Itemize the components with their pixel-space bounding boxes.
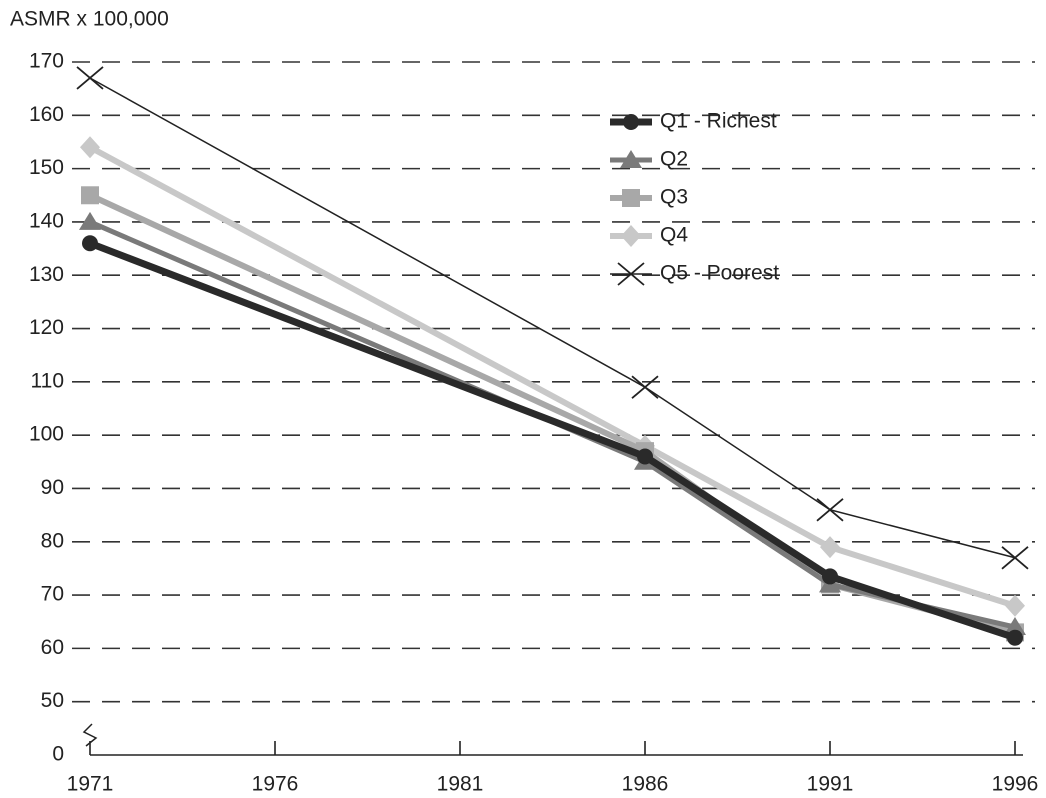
y-tick-label: 130 (29, 263, 64, 286)
y-tick-label: 70 (41, 583, 64, 606)
marker (631, 375, 659, 399)
x-tick-label: 1991 (807, 773, 854, 796)
marker (1007, 629, 1023, 646)
legend-label: Q2 (660, 148, 688, 171)
series (82, 235, 1023, 646)
y-tick-label: 0 (52, 743, 64, 766)
series-line (88, 144, 1016, 609)
y-tick-label: 90 (41, 476, 64, 499)
series-line (89, 77, 1016, 559)
marker (622, 189, 640, 207)
marker (79, 211, 101, 230)
marker (1004, 617, 1026, 636)
x-tick-label: 1981 (437, 773, 484, 796)
legend: Q1 - Richest Q2 Q3 Q4 Q5 - Poorest (610, 110, 779, 286)
legend-label: Q1 - Richest (660, 110, 777, 133)
legend-label: Q3 (660, 186, 688, 209)
x-tick-label: 1971 (67, 773, 114, 796)
y-axis-title: ASMR x 100,000 (10, 8, 169, 31)
y-tick-label: 120 (29, 316, 64, 339)
x-tick-label: 1986 (622, 773, 669, 796)
marker (816, 498, 844, 522)
marker (623, 114, 639, 130)
marker (76, 66, 104, 90)
y-tick-label: 160 (29, 103, 64, 126)
legend-label: Q5 - Poorest (660, 262, 779, 285)
y-tick-label: 100 (29, 423, 64, 446)
y-tick-label: 80 (41, 529, 64, 552)
axis-break (82, 723, 98, 747)
marker (1005, 594, 1025, 617)
marker (822, 568, 838, 585)
series (81, 186, 1024, 642)
y-tick-label: 110 (31, 369, 64, 392)
series (76, 66, 1029, 570)
marker (1001, 546, 1029, 570)
marker (82, 235, 98, 252)
y-tick-label: 60 (41, 636, 64, 659)
marker (621, 225, 641, 247)
series (80, 136, 1025, 617)
y-tick-label: 140 (29, 209, 64, 232)
y-tick-label: 170 (29, 50, 64, 73)
series-line (88, 239, 1017, 642)
legend-label: Q4 (660, 224, 688, 247)
y-tick-label: 50 (41, 689, 64, 712)
series-line (88, 192, 1016, 636)
marker (637, 448, 653, 465)
marker (80, 136, 100, 159)
marker (820, 536, 840, 559)
marker (81, 186, 99, 205)
x-tick-label: 1996 (992, 773, 1039, 796)
x-tick-label: 1976 (252, 773, 299, 796)
marker (620, 150, 642, 168)
y-tick-label: 150 (29, 156, 64, 179)
marker (617, 262, 645, 286)
